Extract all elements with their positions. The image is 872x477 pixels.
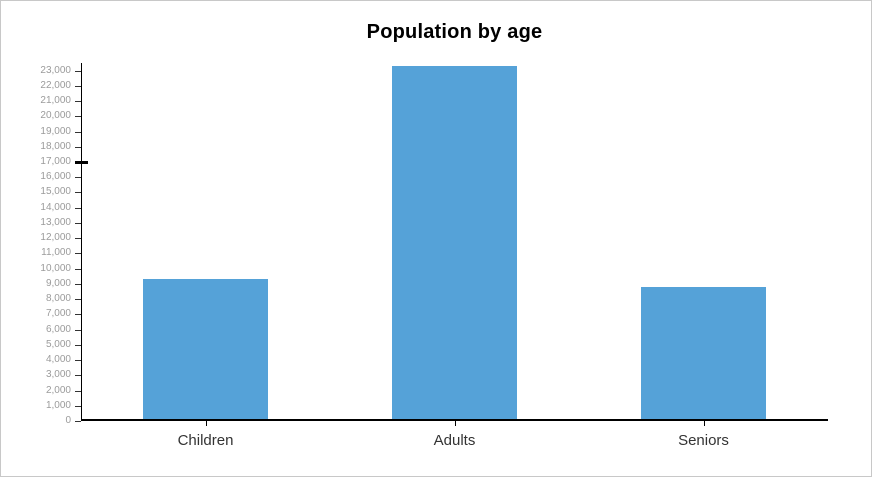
x-axis-line <box>81 419 828 421</box>
y-tick-label: 20,000 <box>40 110 71 122</box>
y-tick-label: 19,000 <box>40 125 71 137</box>
y-tick-label: 22,000 <box>40 79 71 91</box>
y-tick-label: 10,000 <box>40 262 71 274</box>
y-tick-label: 3,000 <box>45 369 71 381</box>
y-tick-label: 1,000 <box>45 399 71 411</box>
y-tick-label: 8,000 <box>45 293 71 305</box>
y-tick-label: 2,000 <box>45 384 71 396</box>
y-tick-mark <box>75 238 81 240</box>
y-tick-mark <box>75 85 81 87</box>
x-tick-mark <box>454 421 456 426</box>
y-axis-line <box>81 63 82 421</box>
y-tick-label: 11,000 <box>41 247 71 259</box>
y-tick-mark <box>75 161 88 165</box>
bar-children[interactable] <box>143 279 268 421</box>
y-tick-label: 7,000 <box>45 308 71 320</box>
y-tick-mark <box>75 360 81 362</box>
y-tick-label: 9,000 <box>45 277 71 289</box>
y-tick-label: 15,000 <box>40 186 71 198</box>
y-tick-mark <box>75 283 81 285</box>
y-tick-mark <box>75 131 81 133</box>
y-tick-mark <box>75 222 81 224</box>
y-tick-mark <box>75 421 81 422</box>
y-tick-label: 17,000 <box>40 156 71 168</box>
y-tick-label: 6,000 <box>45 323 71 335</box>
y-tick-mark <box>75 101 81 103</box>
y-tick-label: 14,000 <box>40 201 71 213</box>
y-tick-mark <box>75 299 81 301</box>
plot-area: 0 1,000 2,000 3,000 4,000 5,000 6,000 7,000 8,00… <box>40 63 828 449</box>
category-label-seniors: Seniors <box>678 432 729 449</box>
y-tick-label: 5,000 <box>45 338 71 350</box>
y-tick-label: 16,000 <box>40 171 71 183</box>
x-tick-mark <box>205 421 207 426</box>
y-tick-mark <box>75 375 81 377</box>
bar-seniors[interactable] <box>641 286 766 421</box>
y-tick-label: 21,000 <box>40 95 71 107</box>
y-tick-mark <box>75 116 81 118</box>
y-tick-mark <box>75 207 81 209</box>
y-tick-mark <box>75 177 81 179</box>
bar-adults[interactable] <box>392 66 517 421</box>
y-tick-mark <box>75 70 81 72</box>
x-tick-mark <box>703 421 705 426</box>
y-tick-mark <box>75 268 81 270</box>
y-tick-label: 13,000 <box>40 216 71 228</box>
y-tick-mark <box>75 314 81 316</box>
y-tick-mark <box>75 405 81 407</box>
y-tick-label: 18,000 <box>40 140 71 152</box>
y-tick-mark <box>75 192 81 194</box>
chart-title: Population by age <box>366 21 543 43</box>
y-tick-mark <box>75 146 81 148</box>
y-tick-label: 4,000 <box>45 354 71 366</box>
y-tick-mark <box>75 390 81 392</box>
y-tick-mark <box>75 344 81 346</box>
category-label-children: Children <box>177 432 234 449</box>
category-label-adults: Adults <box>433 432 476 449</box>
y-tick-label: 23,000 <box>40 64 71 76</box>
y-tick-mark <box>75 253 81 255</box>
y-tick-mark <box>75 329 81 331</box>
y-tick-label: 12,000 <box>40 232 71 244</box>
y-tick-label: 0 <box>65 415 71 426</box>
